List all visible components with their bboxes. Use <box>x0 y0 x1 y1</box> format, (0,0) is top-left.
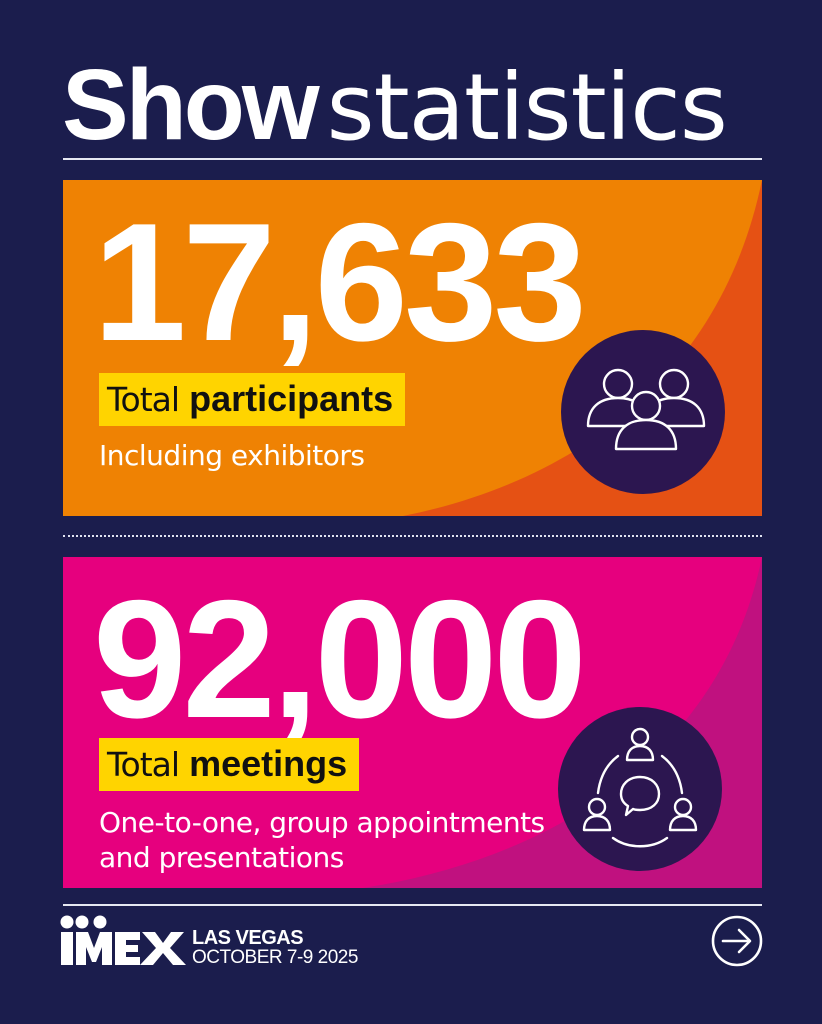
imex-logo: IMEX <box>60 915 186 965</box>
meetings-badge <box>558 707 722 871</box>
next-button[interactable] <box>711 915 763 967</box>
title-light: statistics <box>326 54 728 161</box>
label-light: Total <box>107 380 180 419</box>
participants-description: Including exhibitors <box>99 439 365 472</box>
participants-label: Total participants <box>99 373 406 426</box>
meetings-description-line-1: One-to-one, group appointments <box>99 806 545 839</box>
meetings-value: 92,000 <box>93 565 587 753</box>
meeting-network-icon <box>582 727 698 848</box>
participants-card: 17,633 Total participants Including exhi… <box>63 180 762 516</box>
meetings-label: Total meetings <box>99 738 360 791</box>
participants-value: 17,633 <box>93 188 587 376</box>
page-title: Show statistics <box>62 49 728 163</box>
label-bold: participants <box>189 378 394 419</box>
group-of-people-icon <box>586 368 706 451</box>
title-bold: Show <box>62 49 320 161</box>
event-dates: OCTOBER 7-9 2025 <box>192 947 358 968</box>
top-divider <box>63 158 762 160</box>
meetings-description-line-2: and presentations <box>99 841 344 874</box>
dotted-divider <box>63 535 762 537</box>
arrow-right-circle-icon <box>711 915 763 967</box>
label-light: Total <box>107 745 180 784</box>
participants-badge <box>561 330 725 494</box>
meetings-card: 92,000 Total meetings One-to-one, group … <box>63 557 762 888</box>
label-bold: meetings <box>189 743 348 784</box>
event-location: LAS VEGAS <box>192 927 304 949</box>
bottom-divider <box>63 904 762 906</box>
